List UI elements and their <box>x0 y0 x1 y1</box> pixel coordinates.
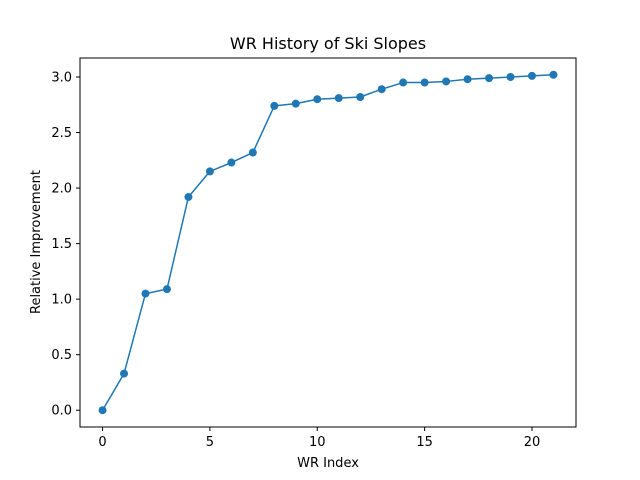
y-axis: 0.0 0.5 1.0 1.5 2.0 2.5 3.0 <box>51 70 80 419</box>
y-tick-label: 2.0 <box>51 182 72 197</box>
data-point <box>485 74 494 83</box>
data-point <box>399 78 408 87</box>
data-point <box>549 70 558 79</box>
data-point <box>184 192 193 201</box>
data-point <box>442 77 451 86</box>
y-tick-label: 0.5 <box>51 348 72 363</box>
x-axis-label: WR Index <box>297 456 359 471</box>
series-line <box>101 74 554 411</box>
data-point <box>334 94 343 103</box>
y-tick-label: 3.0 <box>51 70 72 85</box>
data-point <box>248 148 257 157</box>
chart-title: WR History of Ski Slopes <box>230 34 426 53</box>
data-point <box>463 75 472 84</box>
data-point <box>227 158 236 167</box>
data-point <box>141 289 150 298</box>
x-axis: 0 5 10 15 20 <box>98 427 540 450</box>
x-tick-label: 0 <box>98 435 106 450</box>
y-tick-label: 2.5 <box>51 126 72 141</box>
data-point <box>205 167 214 176</box>
data-point <box>98 406 107 415</box>
data-point <box>377 85 386 94</box>
x-tick-label: 20 <box>524 435 541 450</box>
y-tick-label: 1.0 <box>51 293 72 308</box>
data-point <box>356 92 365 101</box>
y-tick-label: 1.5 <box>51 237 72 252</box>
x-tick-label: 5 <box>206 435 214 450</box>
data-point <box>291 99 300 108</box>
y-tick-label: 0.0 <box>51 404 72 419</box>
data-point <box>420 78 429 87</box>
x-tick-label: 10 <box>309 435 326 450</box>
data-point <box>506 72 515 81</box>
plot-frame <box>79 57 577 428</box>
y-axis-label: Relative Improvement <box>29 170 44 314</box>
plot-area <box>79 57 577 428</box>
data-point <box>313 95 322 104</box>
data-point <box>162 285 171 294</box>
data-point <box>527 71 536 80</box>
data-point <box>270 101 279 110</box>
data-point <box>120 369 129 378</box>
x-tick-label: 15 <box>416 435 433 450</box>
